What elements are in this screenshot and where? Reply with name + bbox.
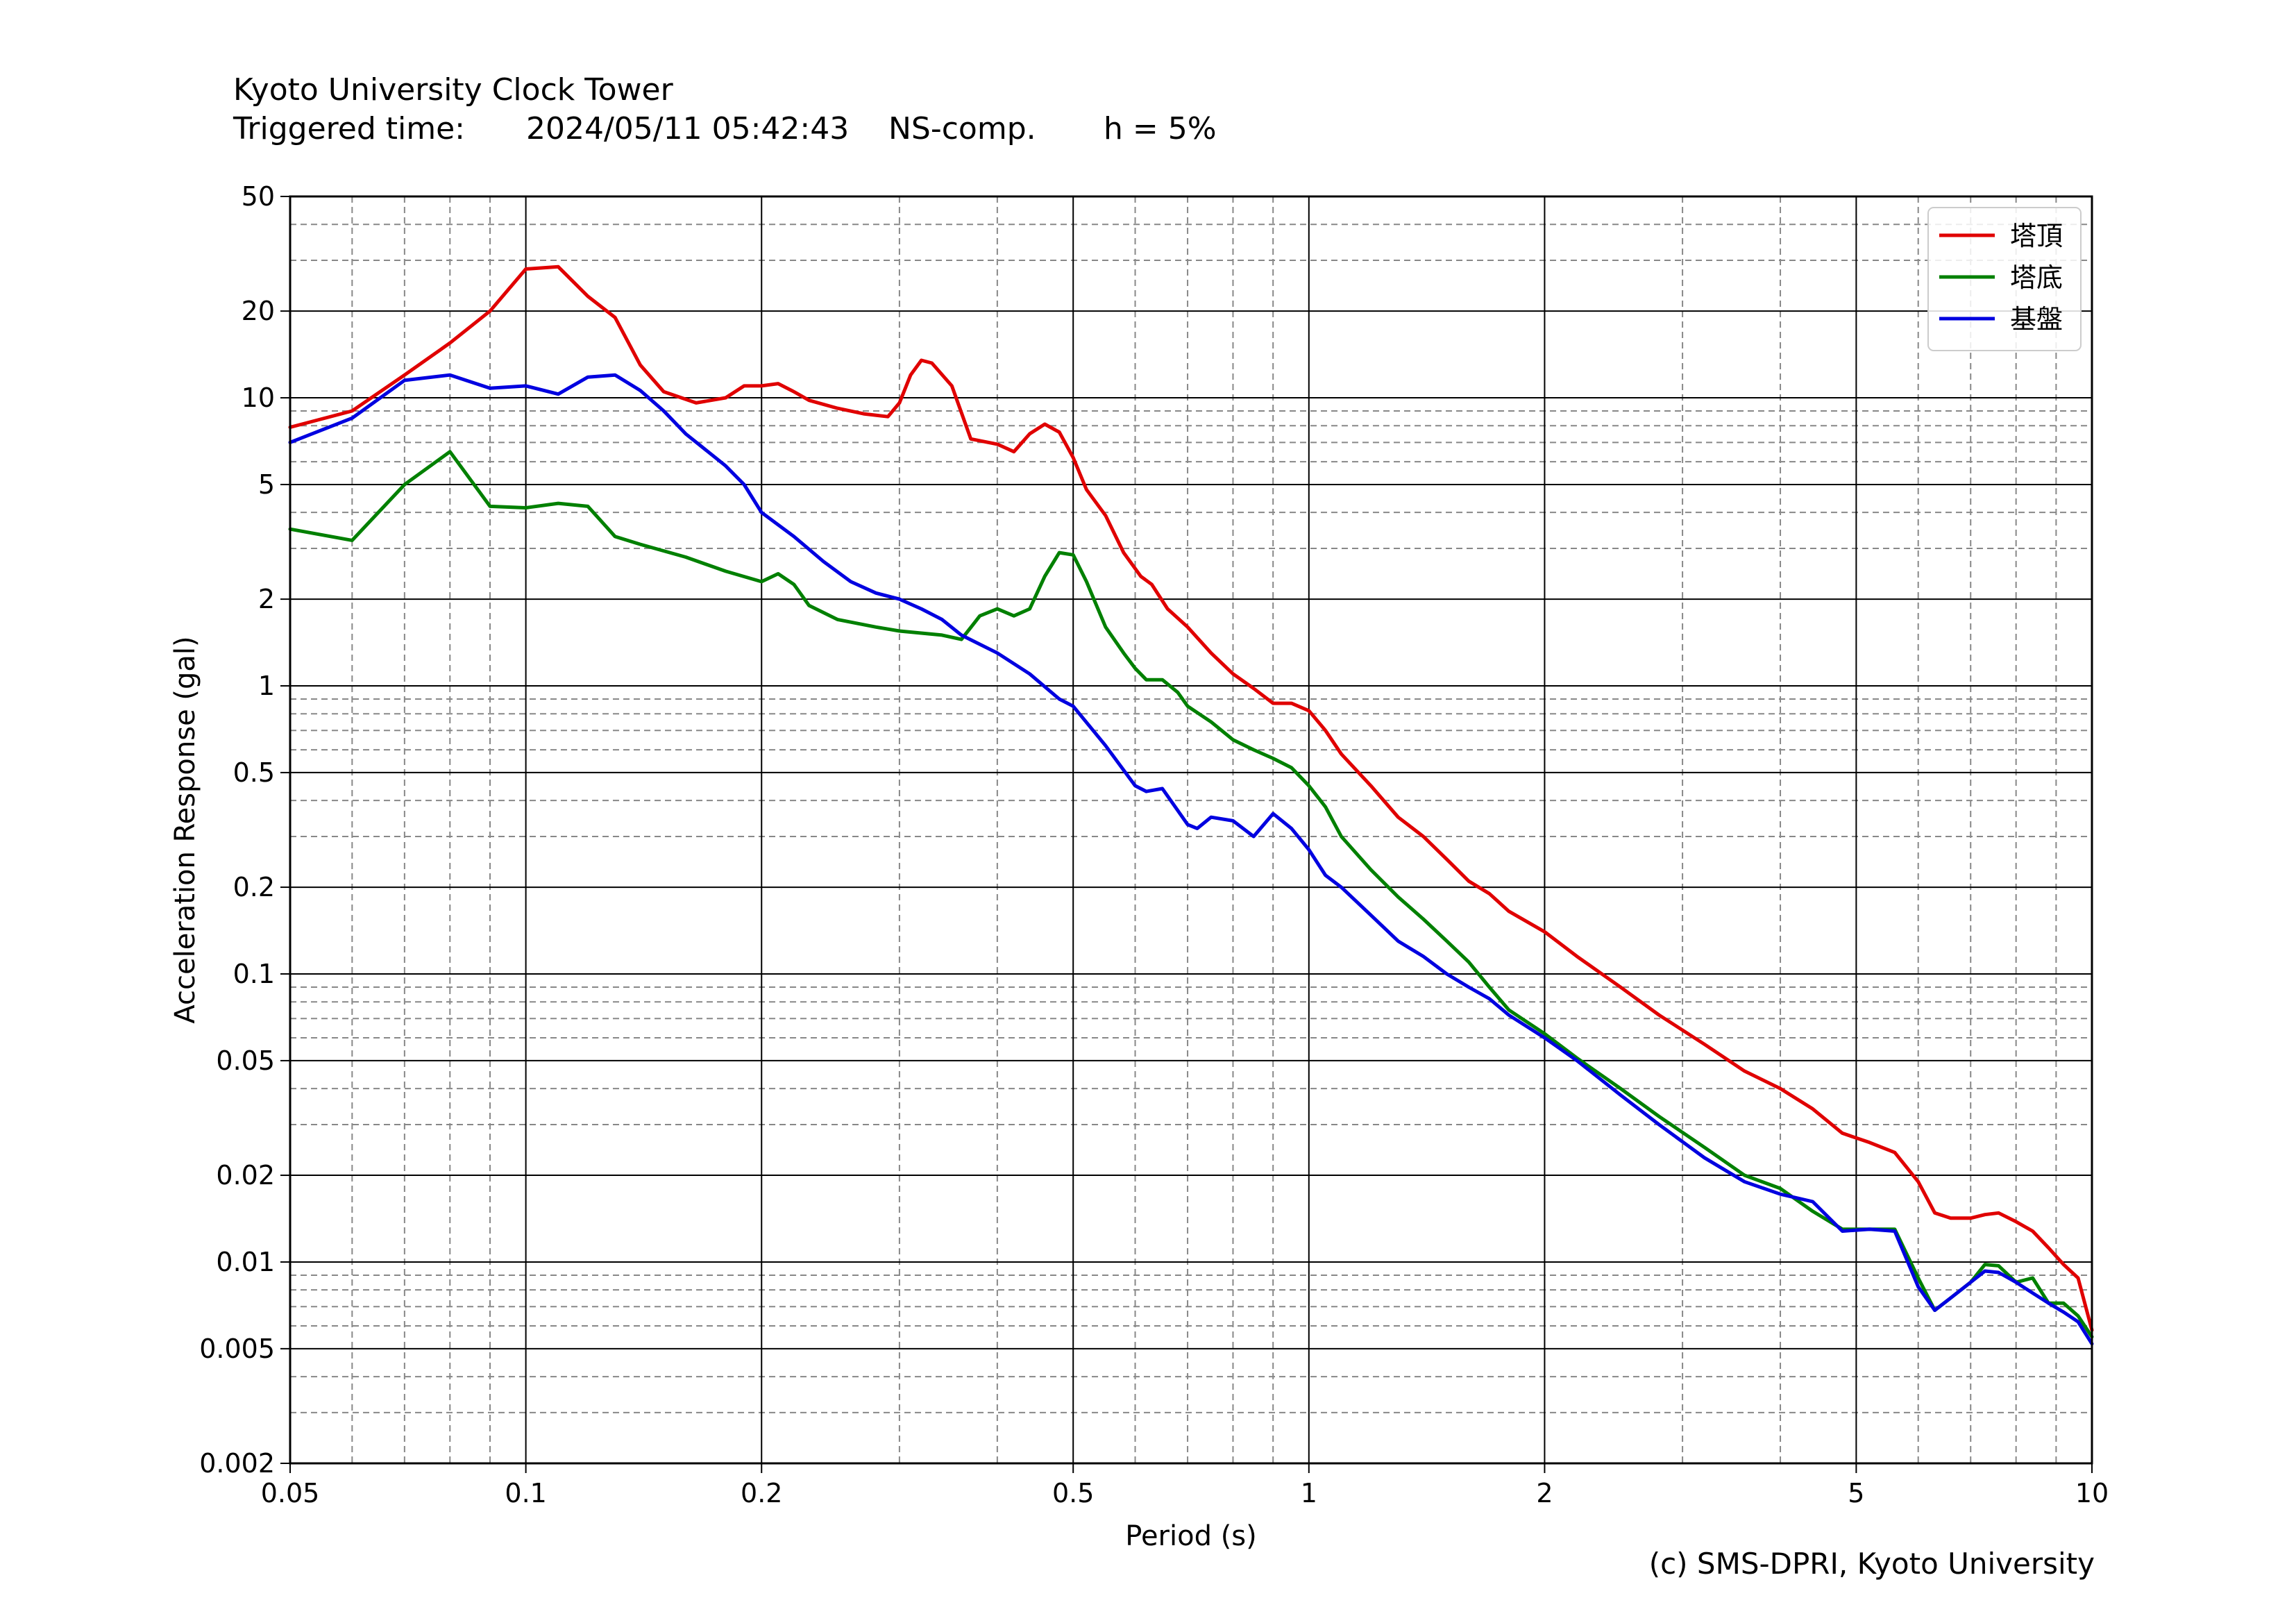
y-tick-label: 5	[258, 469, 275, 500]
damping-label: h = 5%	[1104, 111, 1217, 146]
x-tick-label: 0.5	[1052, 1478, 1094, 1508]
y-tick-label: 50	[242, 181, 275, 212]
x-axis-label: Period (s)	[1125, 1520, 1257, 1552]
x-tick-label: 0.2	[741, 1478, 782, 1508]
y-tick-label: 10	[242, 382, 275, 413]
series-line-3	[288, 373, 2094, 1346]
y-tick-label: 1	[258, 671, 275, 701]
x-tick-label: 5	[1848, 1478, 1864, 1508]
credit-text: (c) SMS-DPRI, Kyoto University	[1648, 1547, 2095, 1581]
legend-label-1: 塔頂	[2010, 221, 2063, 251]
component-label: NS-comp.	[888, 111, 1036, 146]
legend-label-2: 塔底	[2010, 262, 2063, 293]
triggered-time-value: 2024/05/11 05:42:43	[526, 111, 850, 146]
y-tick-label: 20	[242, 296, 275, 326]
y-tick-label: 0.5	[233, 757, 275, 788]
x-tick-label: 10	[2075, 1478, 2109, 1508]
x-tick-label: 0.05	[261, 1478, 320, 1508]
chart-title: Kyoto University Clock Tower	[233, 72, 673, 108]
y-tick-label: 0.02	[216, 1160, 275, 1191]
y-tick-label: 0.01	[216, 1247, 275, 1277]
x-tick-label: 2	[1536, 1478, 1553, 1508]
series-layer	[288, 264, 2094, 1346]
y-axis-label: Acceleration Response (gal)	[169, 636, 201, 1023]
x-tick-label: 0.1	[505, 1478, 546, 1508]
legend-box	[1927, 207, 2082, 351]
series-line-1	[288, 264, 2094, 1332]
y-tick-label: 0.2	[233, 872, 275, 902]
x-tick-label: 1	[1301, 1478, 1317, 1508]
legend-label-3: 基盤	[2010, 304, 2063, 335]
y-tick-label: 2	[258, 584, 275, 614]
plot-frame	[289, 195, 2093, 1465]
y-tick-label: 0.05	[216, 1045, 275, 1076]
y-tick-label: 0.1	[233, 959, 275, 989]
series-line-2	[288, 450, 2094, 1339]
tick-layer: 0.05 0.1 0.2 0.5 1 2 5 10 0.002 0.005 0.01 0.02 0.05…	[199, 181, 2109, 1508]
y-tick-label: 0.005	[199, 1334, 275, 1364]
triggered-time-label: Triggered time:	[233, 111, 465, 146]
grid-layer	[289, 196, 2093, 1464]
y-tick-label: 0.002	[199, 1448, 275, 1479]
